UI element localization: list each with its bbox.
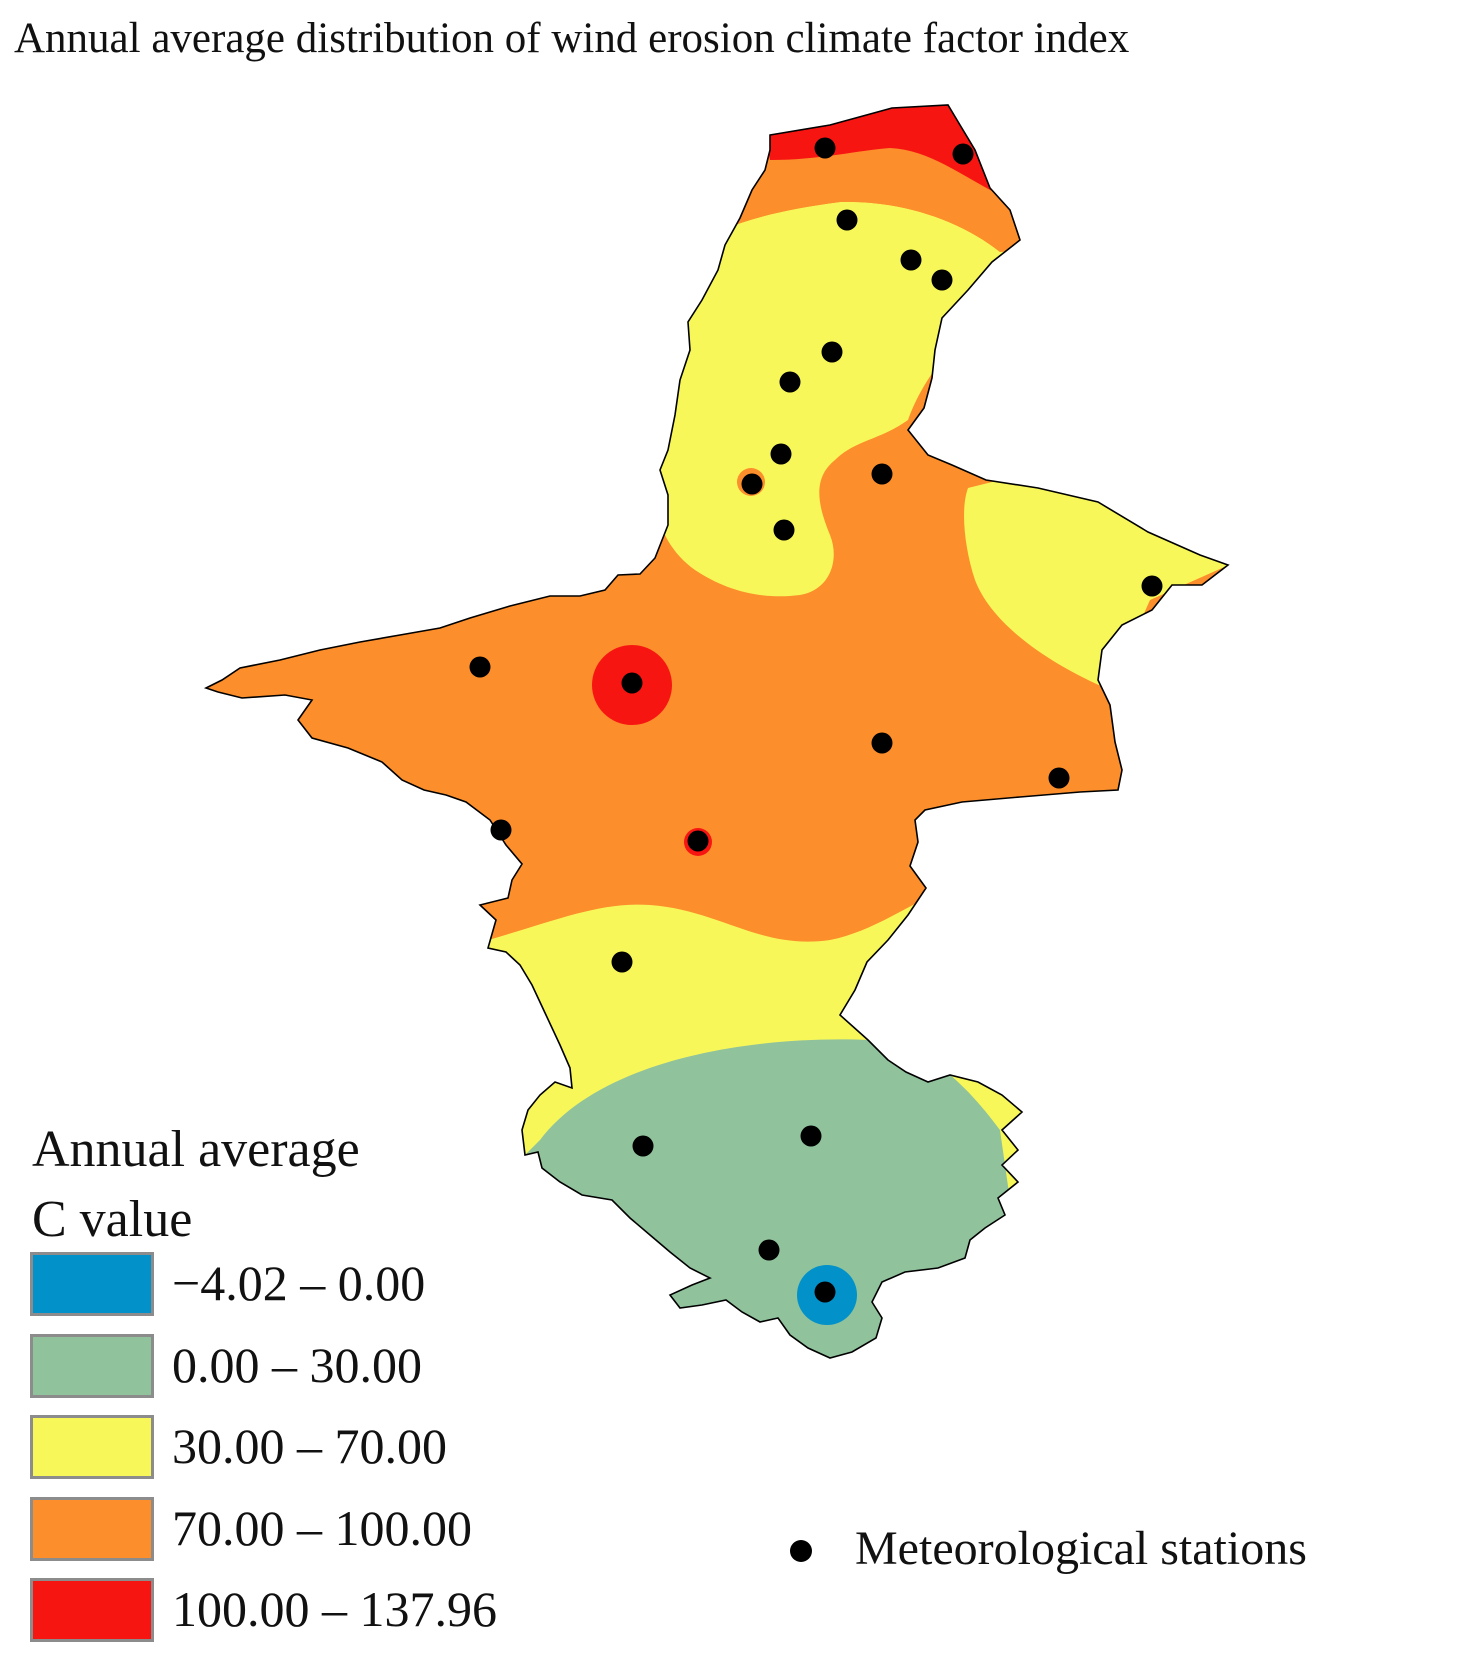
legend-title: Annual average C value — [32, 1115, 360, 1255]
station-marker — [770, 443, 792, 465]
zone-30-70-north — [653, 201, 1020, 597]
legend-label: 100.00 – 137.96 — [172, 1581, 497, 1637]
legend-swatch — [30, 1252, 154, 1316]
station-marker — [758, 1239, 780, 1261]
station-marker — [871, 732, 893, 754]
station-marker — [469, 656, 491, 678]
station-marker — [931, 269, 953, 291]
station-marker — [900, 249, 922, 271]
legend-item: 30.00 – 70.00 — [30, 1415, 590, 1497]
legend-swatch — [30, 1415, 154, 1479]
legend-title-line: C value — [32, 1191, 193, 1248]
legend: −4.02 – 0.00 0.00 – 30.00 30.00 – 70.00 … — [30, 1252, 590, 1660]
station-marker — [687, 830, 709, 852]
station-marker — [836, 209, 858, 231]
station-marker — [1141, 575, 1163, 597]
station-marker — [621, 672, 643, 694]
station-marker — [821, 341, 843, 363]
legend-label: −4.02 – 0.00 — [172, 1255, 426, 1311]
station-marker — [632, 1135, 654, 1157]
station-dot-icon — [790, 1540, 812, 1562]
station-marker — [490, 819, 512, 841]
legend-item: 70.00 – 100.00 — [30, 1496, 590, 1579]
stations-layer — [469, 137, 1163, 1303]
station-marker — [952, 143, 974, 165]
legend-label: 30.00 – 70.00 — [172, 1418, 447, 1474]
station-marker — [800, 1125, 822, 1147]
legend-title-line: Annual average — [32, 1121, 360, 1178]
region-boundary — [203, 104, 1230, 1359]
legend-label: 0.00 – 30.00 — [172, 1336, 422, 1393]
station-marker — [814, 137, 836, 159]
legend-item: 100.00 – 137.96 — [30, 1578, 590, 1660]
stations-legend-label: Meteorological stations — [855, 1522, 1307, 1575]
map-title: Annual average distribution of wind eros… — [14, 15, 1130, 62]
station-marker — [773, 519, 795, 541]
station-marker — [871, 463, 893, 485]
legend-swatch — [30, 1578, 154, 1642]
zone-70-100-north — [700, 150, 1030, 252]
legend-swatch — [30, 1496, 154, 1561]
station-marker — [814, 1281, 836, 1303]
legend-item: 0.00 – 30.00 — [30, 1333, 590, 1416]
station-marker — [1048, 767, 1070, 789]
station-marker — [611, 951, 633, 973]
stations-legend: Meteorological stations — [790, 1520, 1440, 1580]
legend-item: −4.02 – 0.00 — [30, 1252, 590, 1334]
station-marker — [741, 473, 763, 495]
legend-label: 70.00 – 100.00 — [172, 1499, 472, 1556]
legend-swatch — [30, 1333, 154, 1398]
station-marker — [779, 371, 801, 393]
